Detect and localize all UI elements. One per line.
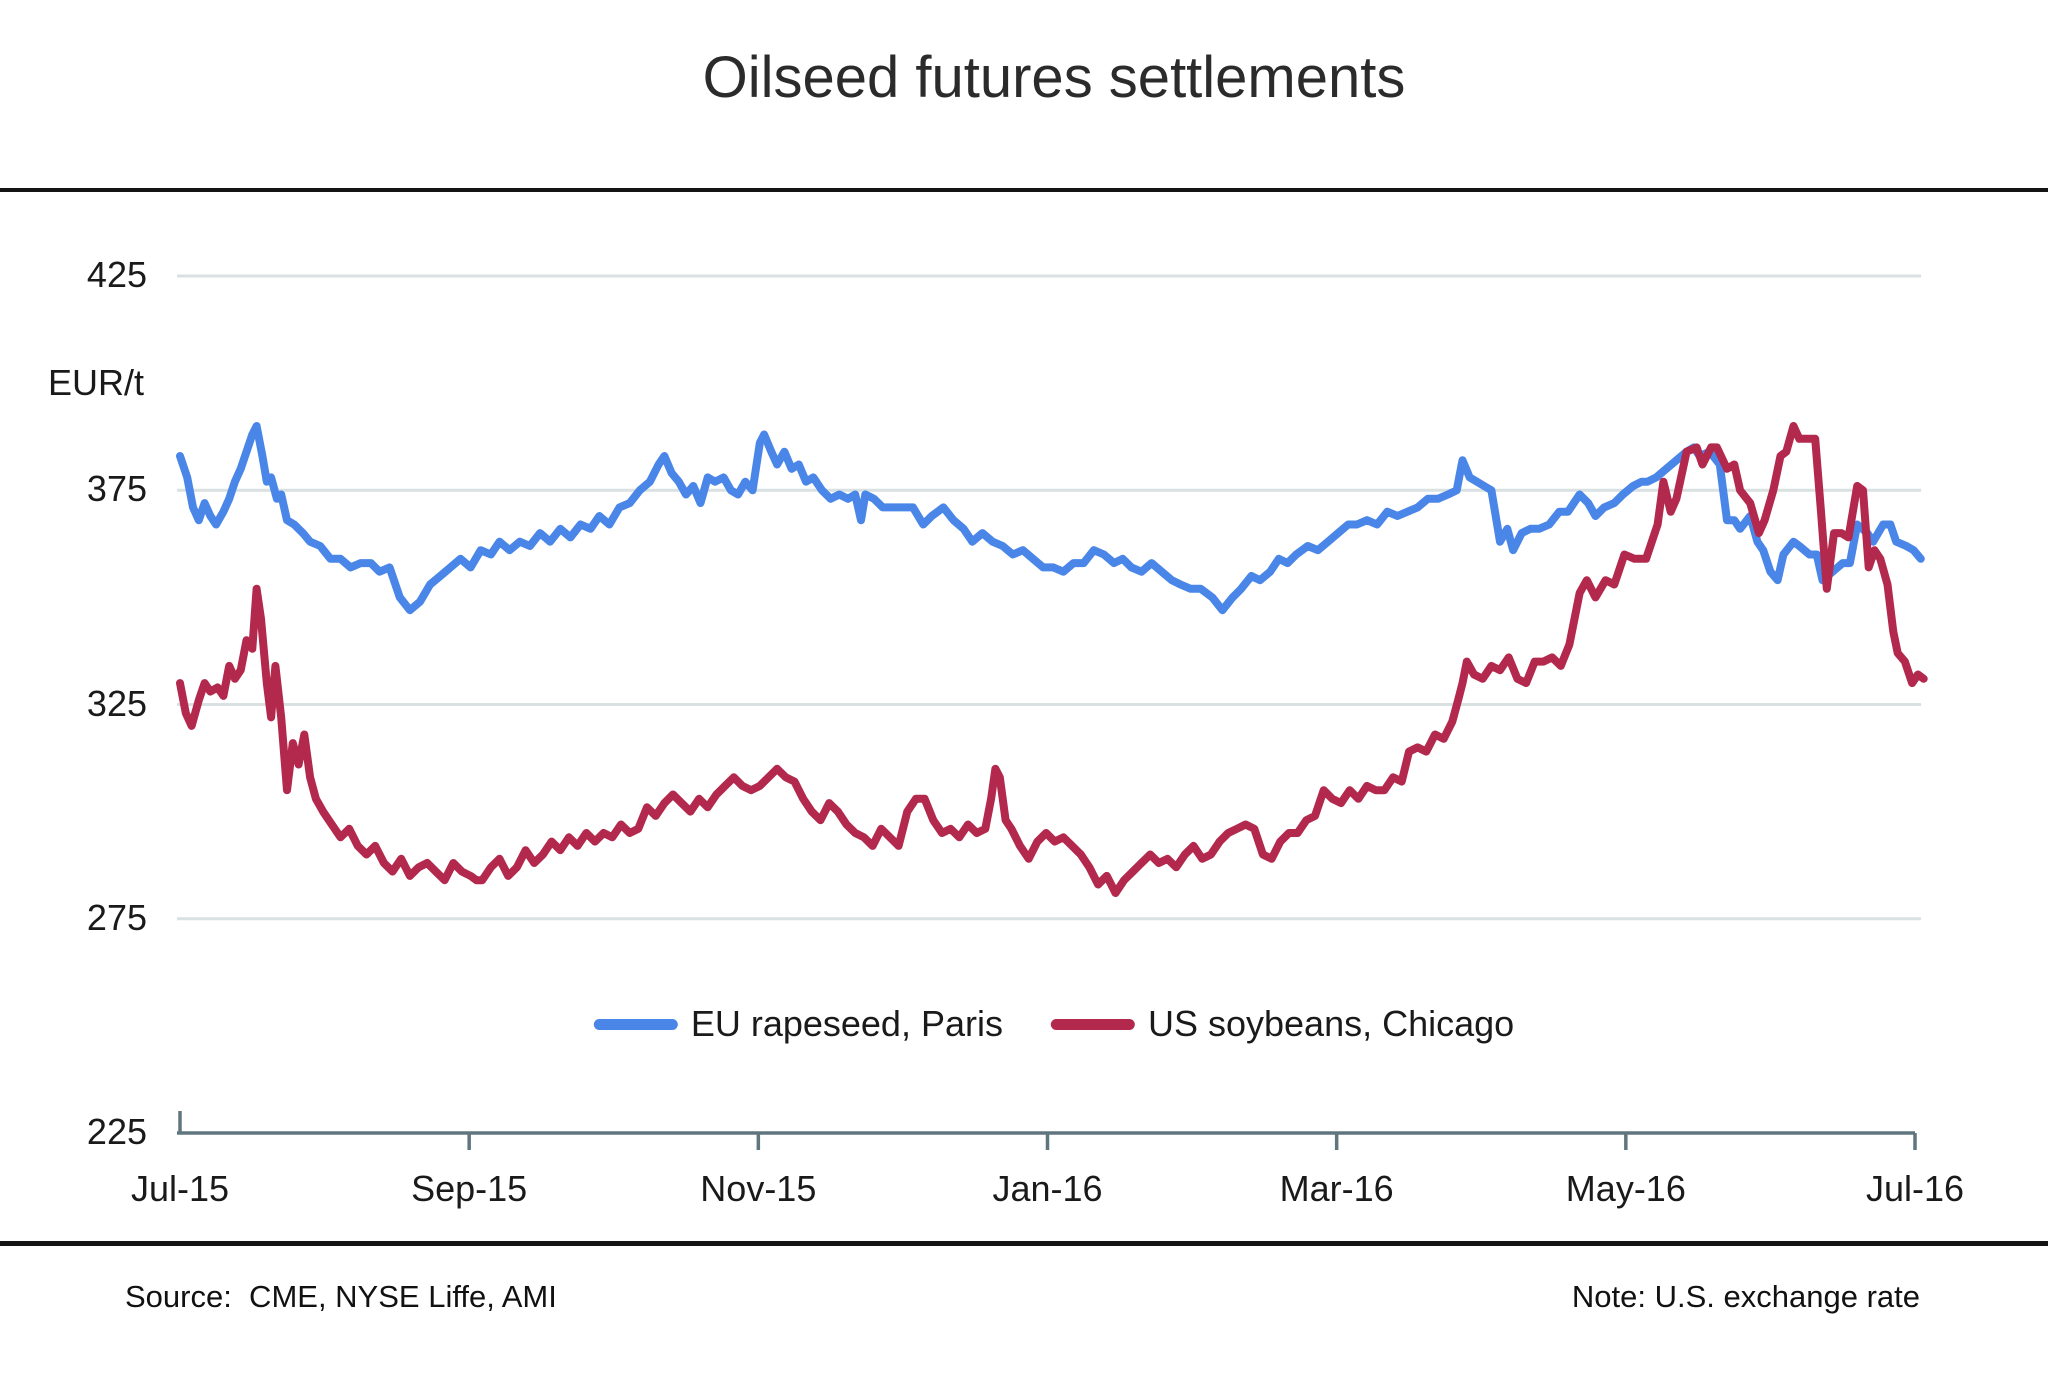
note-text: Note: U.S. exchange rate xyxy=(1571,1279,1920,1314)
legend-label: US soybeans, Chicago xyxy=(1147,1003,1515,1044)
x-tick-label-Sep-15: Sep-15 xyxy=(411,1168,528,1209)
chart-title: Oilseed futures settlements xyxy=(702,45,1406,110)
x-tick-label-Nov-15: Nov-15 xyxy=(700,1168,817,1209)
source-text: Source: CME, NYSE Liffe, AMI xyxy=(125,1279,557,1314)
legend-item-eu-rapeseed: EU rapeseed, Paris xyxy=(593,1003,1003,1045)
x-tick-label-May-16: May-16 xyxy=(1565,1168,1686,1209)
chart-legend: EU rapeseed, Paris US soybeans, Chicago xyxy=(593,1003,1515,1045)
series-line-us-soybeans xyxy=(176,422,1928,897)
eu-rapeseed-line-swatch xyxy=(593,1018,678,1030)
x-tick-label-Jul-16: Jul-16 xyxy=(1865,1168,1965,1209)
top-divider xyxy=(0,188,2048,192)
y-tick-label-375: 375 xyxy=(86,468,147,510)
x-tick-label-Jul-15: Jul-15 xyxy=(130,1168,230,1209)
series-line-eu-rapeseed xyxy=(176,422,1925,615)
y-tick-label-275: 275 xyxy=(86,896,147,938)
y-axis-unit-label: EUR/t xyxy=(48,362,145,403)
legend-label: EU rapeseed, Paris xyxy=(690,1003,1003,1044)
us-soybeans-line-swatch xyxy=(1050,1018,1135,1030)
bottom-divider xyxy=(0,1241,2048,1246)
x-tick-label-Jan-16: Jan-16 xyxy=(992,1168,1103,1209)
legend-item-us-soybeans: US soybeans, Chicago xyxy=(1050,1003,1515,1045)
x-tick-label-Mar-16: Mar-16 xyxy=(1279,1168,1394,1209)
y-tick-label-425: 425 xyxy=(86,254,147,296)
y-tick-label-225: 225 xyxy=(86,1111,147,1153)
y-tick-label-325: 325 xyxy=(86,682,147,724)
